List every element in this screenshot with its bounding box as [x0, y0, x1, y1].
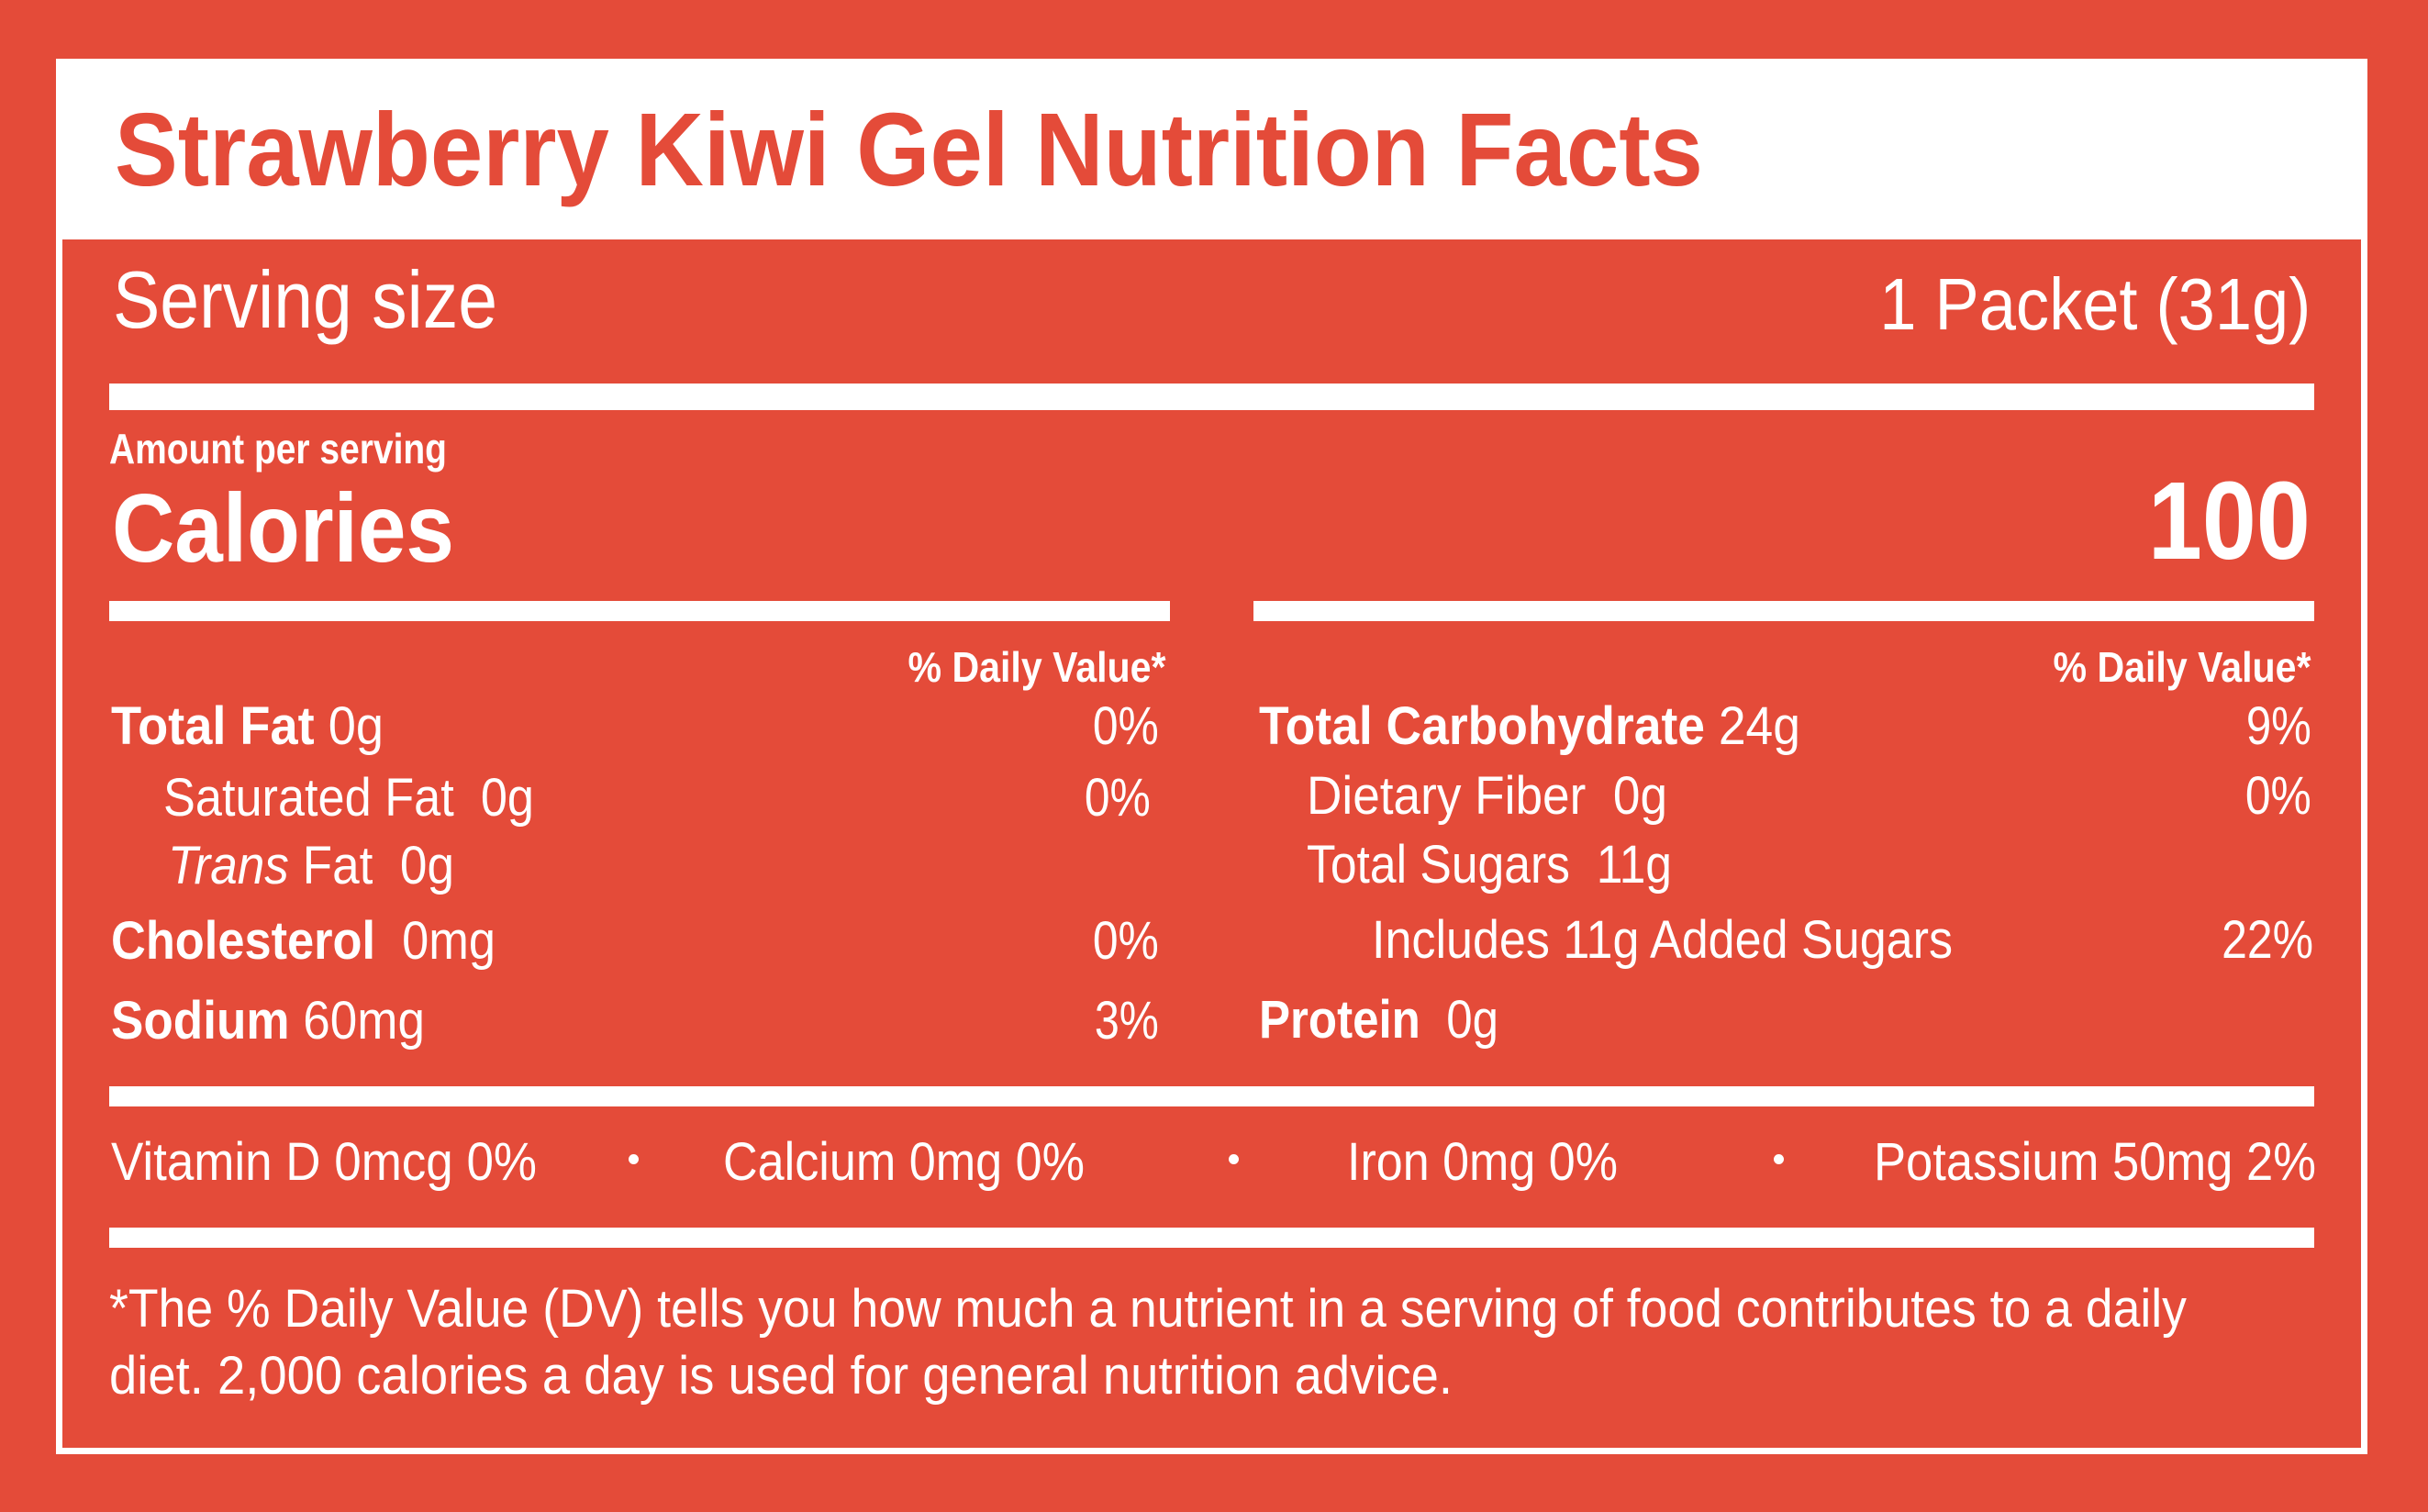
nutrient-label: Total Fat 0g: [111, 700, 384, 753]
nutrient-amount: 0g: [480, 768, 534, 828]
nutrient-amount: 0g: [399, 836, 454, 895]
calories-value: 100: [2148, 458, 2311, 583]
nutrient-dv: 0%: [1093, 911, 1159, 971]
nutrient-name-italic: Trans: [168, 836, 289, 895]
nutrient-label: Saturated Fat 0g: [163, 772, 534, 825]
nutrient-name: Saturated Fat: [163, 768, 454, 828]
nutrient-label: Trans Fat 0g: [168, 839, 454, 893]
micronutrient-vitamin-d: Vitamin D 0mcg 0%: [111, 1132, 537, 1192]
nutrient-amount: 0g: [1612, 766, 1668, 826]
nutrient-name: Total Carbohydrate: [1259, 696, 1705, 756]
bullet-dot-icon: [1229, 1154, 1239, 1164]
nutrient-dv: 22%: [2221, 910, 2313, 970]
nutrient-name: Protein: [1259, 990, 1420, 1050]
nutrient-name: Includes 11g Added Sugars: [1372, 910, 1953, 970]
micronutrient-calcium: Calcium 0mg 0%: [723, 1132, 1086, 1192]
nutrient-name: Total Sugars: [1307, 835, 1571, 895]
daily-value-header-left: % Daily Value*: [907, 643, 1165, 691]
bullet-dot-icon: [629, 1154, 639, 1164]
serving-size-value: 1 Packet (31g): [1878, 263, 2311, 345]
nutrient-label: Protein 0g: [1259, 994, 1498, 1047]
micronutrient-potassium: Potassium 50mg 2%: [1874, 1132, 2316, 1192]
nutrient-dv: 9%: [2245, 696, 2311, 756]
nutrient-label: Total Carbohydrate 24g: [1259, 700, 1800, 753]
nutrient-label: Total Sugars 11g: [1307, 839, 1672, 892]
nutrient-amount: 24g: [1718, 696, 1801, 756]
divider-thick: [109, 1228, 2314, 1248]
nutrient-name: Sodium: [111, 991, 290, 1051]
micronutrient-iron: Iron 0mg 0%: [1347, 1132, 1618, 1192]
nutrient-name: Dietary Fiber: [1307, 766, 1587, 826]
nutrient-name: Total Fat: [111, 696, 315, 756]
divider-thick: [109, 384, 2314, 410]
footnote-line-1: *The % Daily Value (DV) tells you how mu…: [109, 1279, 2187, 1339]
nutrient-dv: 0%: [1085, 768, 1151, 828]
page-title: Strawberry Kiwi Gel Nutrition Facts: [115, 92, 1703, 207]
daily-value-header-right: % Daily Value*: [2052, 643, 2311, 691]
divider-thick: [109, 1086, 2314, 1106]
amount-per-serving-label: Amount per serving: [109, 425, 447, 472]
footnote-line-2: diet. 2,000 calories a day is used for g…: [109, 1346, 1453, 1406]
nutrient-label: Dietary Fiber 0g: [1307, 770, 1667, 823]
nutrient-amount: 60mg: [303, 991, 425, 1051]
nutrient-dv: 0%: [1093, 696, 1159, 756]
nutrient-amount: 0g: [328, 696, 384, 756]
nutrient-amount: 0g: [1446, 990, 1499, 1050]
calories-label: Calories: [112, 474, 455, 583]
nutrient-amount: 11g: [1596, 835, 1673, 895]
nutrient-label: Cholesterol 0mg: [111, 915, 496, 968]
nutrient-name: Cholesterol: [111, 911, 376, 971]
bullet-dot-icon: [1774, 1154, 1784, 1164]
nutrient-amount: 0mg: [402, 911, 496, 971]
nutrient-label: Sodium 60mg: [111, 995, 425, 1048]
nutrient-name: Fat: [302, 836, 373, 895]
divider-left-column: [109, 601, 1170, 621]
divider-right-column: [1253, 601, 2314, 621]
nutrient-dv: 0%: [2245, 766, 2311, 826]
nutrient-dv: 3%: [1095, 991, 1159, 1051]
serving-size-label: Serving size: [113, 254, 497, 345]
